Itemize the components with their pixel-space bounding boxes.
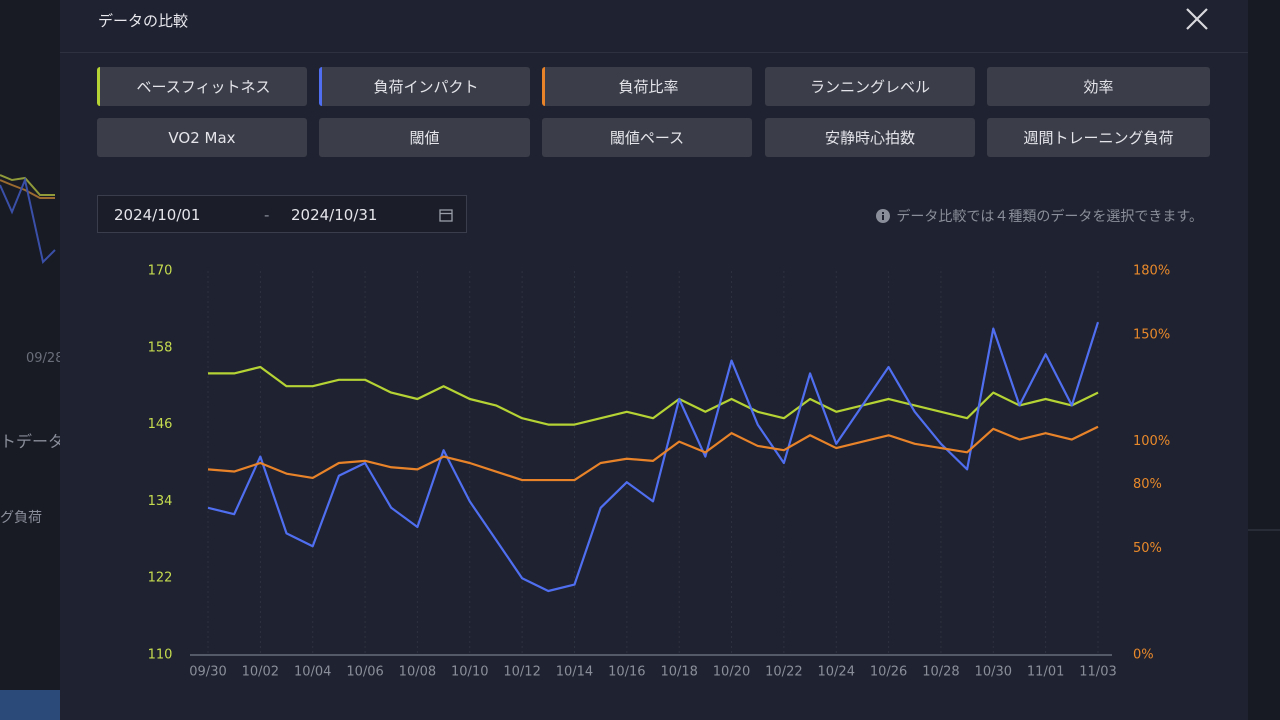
x-tick-label: 10/30 bbox=[975, 665, 1012, 680]
y2-tick-label: 100% bbox=[1133, 434, 1170, 449]
y-tick-label: 158 bbox=[148, 340, 173, 355]
x-tick-label: 10/18 bbox=[660, 665, 697, 680]
x-tick-label: 10/24 bbox=[818, 665, 855, 680]
metric-label: 負荷比率 bbox=[618, 78, 679, 96]
y-tick-label: 170 bbox=[148, 264, 173, 279]
x-tick-label: 10/08 bbox=[399, 665, 436, 680]
series-line bbox=[208, 365, 1099, 426]
x-tick-label: 10/16 bbox=[608, 665, 645, 680]
y-tick-label: 122 bbox=[148, 571, 173, 586]
y2-tick-label: 50% bbox=[1133, 541, 1162, 556]
metric-label: 効率 bbox=[1083, 78, 1114, 96]
x-tick-label: 10/10 bbox=[451, 665, 488, 680]
x-tick-label: 11/03 bbox=[1079, 665, 1116, 680]
bg-text: 09/28 bbox=[26, 351, 63, 366]
metric-button[interactable]: VO2 Max bbox=[97, 118, 307, 157]
metric-label: 負荷インパクト bbox=[373, 78, 479, 96]
metric-label: ランニングレベル bbox=[809, 78, 930, 96]
series-line bbox=[207, 425, 1099, 482]
calendar-icon bbox=[439, 209, 453, 222]
y2-tick-label: 180% bbox=[1133, 264, 1170, 279]
metric-button[interactable]: 閾値 bbox=[319, 118, 530, 157]
date-range[interactable]: 2024/10/01 - 2024/10/31 bbox=[97, 195, 467, 233]
bg-text: グ負荷 bbox=[0, 510, 42, 526]
divider bbox=[60, 52, 1248, 53]
metric-button[interactable]: 負荷インパクト bbox=[319, 67, 530, 106]
metric-label: 閾値ペース bbox=[609, 129, 685, 147]
metric-button[interactable]: 安静時心拍数 bbox=[765, 118, 975, 157]
x-tick-label: 10/02 bbox=[242, 665, 279, 680]
x-tick-label: 10/04 bbox=[294, 665, 331, 680]
metric-label: 安静時心拍数 bbox=[824, 129, 915, 147]
close-button[interactable] bbox=[1185, 7, 1209, 31]
metric-button[interactable]: ベースフィットネス bbox=[97, 67, 307, 106]
info-icon bbox=[876, 209, 891, 223]
series-line bbox=[207, 321, 1100, 593]
date-start: 2024/10/01 bbox=[114, 206, 201, 224]
metric-button[interactable]: ランニングレベル bbox=[765, 67, 975, 106]
x-tick-label: 10/14 bbox=[556, 665, 593, 680]
bg-line bbox=[0, 179, 55, 199]
note: データ比較では４種類のデータを選択できます。 bbox=[876, 206, 1203, 226]
x-tick-label: 10/26 bbox=[870, 665, 907, 680]
metric-button[interactable]: 負荷比率 bbox=[542, 67, 752, 106]
x-tick-label: 10/22 bbox=[765, 665, 802, 680]
y-tick-label: 146 bbox=[148, 417, 173, 432]
x-tick-label: 09/30 bbox=[189, 665, 226, 680]
note-text: データ比較では４種類のデータを選択できます。 bbox=[896, 209, 1203, 225]
y-tick-label: 110 bbox=[148, 648, 173, 663]
metric-label: VO2 Max bbox=[168, 128, 236, 147]
dialog: データの比較 ベースフィットネス 負荷インパクト 負荷比率 ランニングレベル 効率 VO2… bbox=[60, 0, 1248, 720]
bg-text: トデータ bbox=[0, 432, 64, 451]
dialog-title: データの比較 bbox=[98, 12, 189, 30]
x-tick-label: 11/01 bbox=[1027, 665, 1064, 680]
x-tick-label: 10/06 bbox=[346, 665, 383, 680]
bg-bar bbox=[0, 690, 60, 720]
y-tick-label: 134 bbox=[148, 494, 173, 509]
metric-label: 閾値 bbox=[409, 129, 440, 147]
bg-line bbox=[0, 176, 56, 264]
x-tick-label: 10/12 bbox=[503, 665, 540, 680]
metric-button[interactable]: 閾値ペース bbox=[542, 118, 752, 157]
x-tick-label: 10/20 bbox=[713, 665, 750, 680]
metric-label: 週間トレーニング負荷 bbox=[1023, 129, 1174, 147]
y2-tick-label: 0% bbox=[1133, 648, 1154, 663]
y2-tick-label: 150% bbox=[1133, 328, 1170, 343]
date-separator: - bbox=[264, 206, 270, 224]
y2-tick-label: 80% bbox=[1133, 477, 1162, 492]
bg-panel bbox=[0, 0, 60, 720]
metric-button[interactable]: 効率 bbox=[987, 67, 1210, 106]
metric-label: ベースフィットネス bbox=[136, 78, 271, 96]
metric-button[interactable]: 週間トレーニング負荷 bbox=[987, 118, 1210, 157]
x-tick-label: 10/28 bbox=[922, 665, 959, 680]
date-end: 2024/10/31 bbox=[291, 206, 378, 224]
